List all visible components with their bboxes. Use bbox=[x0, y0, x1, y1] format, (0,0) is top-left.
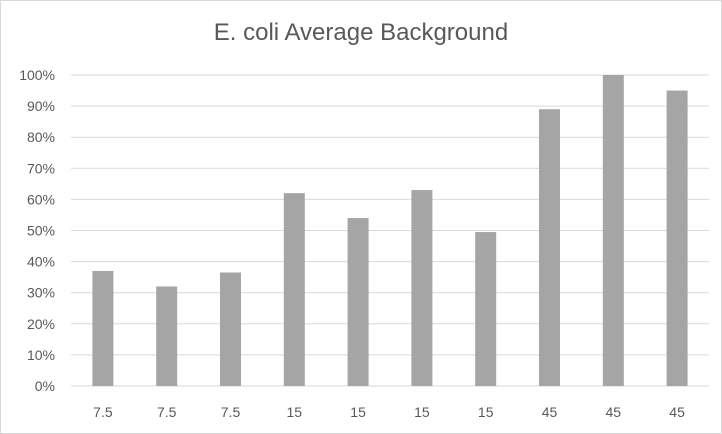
bar bbox=[220, 272, 241, 386]
y-tick-label: 80% bbox=[27, 129, 55, 145]
x-tick-label: 15 bbox=[350, 404, 366, 420]
x-tick-label: 7.5 bbox=[221, 404, 241, 420]
y-tick-label: 60% bbox=[27, 191, 55, 207]
x-tick-label: 15 bbox=[287, 404, 303, 420]
y-tick-label: 0% bbox=[35, 378, 55, 394]
bar bbox=[666, 90, 688, 387]
x-tick-label: 45 bbox=[669, 404, 685, 420]
y-tick-label: 50% bbox=[27, 223, 55, 239]
y-tick-label: 90% bbox=[27, 98, 55, 114]
y-tick-label: 30% bbox=[27, 285, 55, 301]
x-tick-label: 45 bbox=[606, 404, 622, 420]
y-tick-label: 40% bbox=[27, 254, 55, 270]
y-tick-label: 70% bbox=[27, 160, 55, 176]
y-tick-label: 100% bbox=[19, 67, 55, 83]
x-tick-label: 15 bbox=[478, 404, 494, 420]
bar bbox=[602, 75, 624, 386]
bar bbox=[283, 193, 305, 386]
bar bbox=[156, 286, 178, 386]
bar bbox=[539, 109, 560, 387]
y-tick-label: 10% bbox=[27, 347, 55, 363]
x-tick-label: 7.5 bbox=[157, 404, 177, 420]
y-tick-label: 20% bbox=[27, 316, 55, 332]
chart-title: E. coli Average Background bbox=[213, 19, 509, 46]
bar bbox=[411, 190, 433, 386]
bar bbox=[475, 232, 497, 386]
x-tick-label: 7.5 bbox=[93, 404, 113, 420]
bar bbox=[347, 218, 369, 386]
x-tick-label: 15 bbox=[414, 404, 430, 420]
x-tick-label: 45 bbox=[542, 404, 558, 420]
bar bbox=[92, 270, 114, 386]
